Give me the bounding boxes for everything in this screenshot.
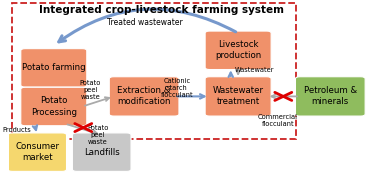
Text: Potato
Processing: Potato Processing — [31, 96, 77, 116]
FancyBboxPatch shape — [73, 133, 131, 171]
FancyBboxPatch shape — [205, 31, 271, 70]
Text: Cationic
starch
flocculant: Cationic starch flocculant — [161, 79, 194, 98]
FancyBboxPatch shape — [109, 77, 179, 116]
FancyBboxPatch shape — [21, 49, 87, 87]
Text: Livestock
production: Livestock production — [215, 40, 261, 60]
Text: Potato farming: Potato farming — [22, 63, 85, 72]
Text: Petroleum &
minerals: Petroleum & minerals — [304, 86, 357, 106]
FancyBboxPatch shape — [8, 133, 67, 171]
Text: Wastewater: Wastewater — [235, 67, 275, 73]
FancyBboxPatch shape — [296, 77, 365, 116]
FancyBboxPatch shape — [21, 87, 87, 126]
Text: Integrated crop-livestock farming system: Integrated crop-livestock farming system — [39, 5, 284, 15]
Text: Products: Products — [2, 127, 31, 133]
Text: Commercial
flocculant: Commercial flocculant — [258, 114, 298, 127]
Text: Consumer
market: Consumer market — [15, 142, 59, 162]
Text: Potato
peel
waste: Potato peel waste — [80, 80, 101, 100]
FancyBboxPatch shape — [205, 77, 271, 116]
Text: Landfills: Landfills — [84, 148, 119, 157]
Text: Treated wastewater: Treated wastewater — [107, 18, 183, 27]
Text: Wastewater
treatment: Wastewater treatment — [213, 86, 263, 106]
Bar — [12, 3, 296, 139]
Text: Potato
peel
waste: Potato peel waste — [87, 125, 108, 145]
Text: Extraction &
modification: Extraction & modification — [117, 86, 171, 106]
